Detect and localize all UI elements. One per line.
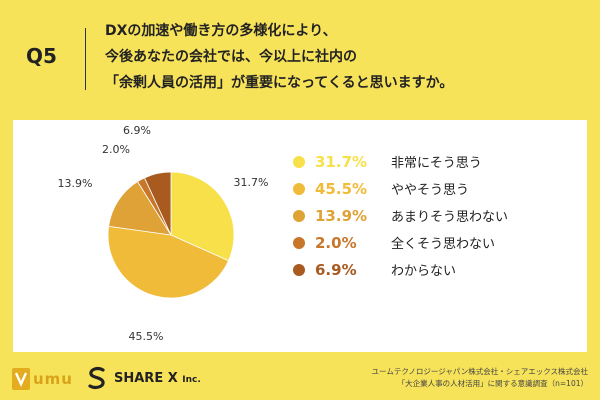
question-number: Q5 [26,44,57,68]
header-divider [85,28,86,90]
sharex-logo-text: SHARE X Inc. [114,371,201,386]
umu-logo-icon [12,368,30,390]
legend-percent: 13.9% [315,206,368,225]
pie-chart: 31.7% 45.5% 13.9% 2.0% 6.9% [58,124,269,343]
legend-item-not-at-all: 2.0% 全くそう思わない [293,229,583,256]
legend-label: ややそう思う [391,183,470,198]
pie-slice-not-really [108,181,172,236]
question-line-1: DXの加速や働き方の多様化により、 [105,23,337,39]
legend-label: あまりそう思わない [391,210,509,225]
source-line-1: ユームテクノロジージャパン株式会社・シェアエックス株式会社 [371,367,588,376]
legend-swatch [293,155,305,168]
legend-swatch [293,182,305,195]
header: Q5 DXの加速や働き方の多様化により、 今後あなたの会社では、今以上に社内の … [0,0,600,118]
question-line-3: 「余剰人員の活用」が重要になってくると思いますか。 [105,75,454,91]
question-text: DXの加速や働き方の多様化により、 今後あなたの会社では、今以上に社内の 「余剰… [105,18,585,96]
legend: 31.7% 非常にそう思う 45.5% ややそう思う 13.9% あまりそう思わ… [293,148,583,283]
sharex-inc: Inc. [182,374,201,385]
legend-item-dont-know: 6.9% わからない [293,256,583,283]
footer: umu SHARE X Inc. ユームテクノロジージャパン株式会社・シェアエッ… [0,352,600,400]
pie-label-dont-know: 6.9% [123,124,151,137]
legend-percent: 31.7% [315,152,368,171]
legend-item-very-much: 31.7% 非常にそう思う [293,148,583,175]
legend-percent: 45.5% [315,179,368,198]
source-note: ユームテクノロジージャパン株式会社・シェアエックス株式会社 「大企業人事の人材活… [372,366,588,390]
legend-label: 全くそう思わない [391,237,496,252]
pie-label-not-really: 13.9% [58,177,93,190]
legend-swatch [293,263,305,276]
sharex-logo-icon [88,367,105,389]
legend-percent: 2.0% [315,233,357,252]
legend-swatch [293,209,305,222]
legend-label: 非常にそう思う [391,156,482,171]
pie-label-not-at-all: 2.0% [102,143,130,156]
sharex-name: SHARE X [114,370,178,386]
source-line-2: 「大企業人事の人材活用」に関する意識調査（n=101） [397,379,588,388]
question-line-2: 今後あなたの会社では、今以上に社内の [105,49,357,65]
chart-card: 31.7% 45.5% 13.9% 2.0% 6.9% 31.7% 非常にそう思う 45… [13,120,587,352]
pie-slice-somewhat [107,225,230,299]
legend-percent: 6.9% [315,260,357,279]
umu-logo: umu [12,366,73,392]
legend-item-not-really: 13.9% あまりそう思わない [293,202,583,229]
legend-item-somewhat: 45.5% ややそう思う [293,175,583,202]
pie-label-very-much: 31.7% [234,176,269,189]
legend-swatch [293,236,305,249]
pie-label-somewhat: 45.5% [129,330,164,343]
legend-label: わからない [391,264,457,279]
umu-logo-text: umu [33,370,73,388]
sharex-logo: SHARE X Inc. [86,364,201,392]
pie-slice-very-much [170,171,235,262]
pie-slice-dont-know [144,171,172,236]
